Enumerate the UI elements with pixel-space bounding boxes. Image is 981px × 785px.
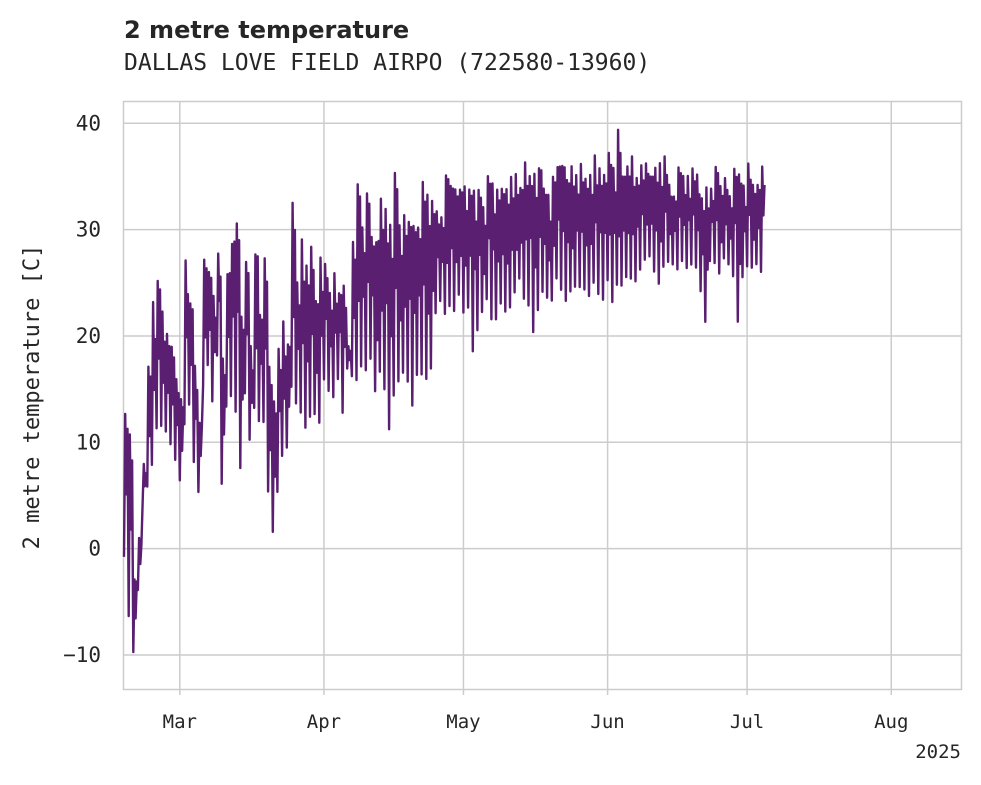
chart-subtitle: DALLAS LOVE FIELD AIRPO (722580-13960)	[124, 50, 651, 76]
series-layer	[122, 128, 766, 654]
x-tick-label: Aug	[874, 711, 908, 733]
y-tick-label: 10	[76, 430, 101, 454]
x-tick-label: May	[446, 711, 480, 733]
x-tick-label: Apr	[307, 711, 341, 733]
x-tick-label: Mar	[163, 711, 197, 733]
temperature-line	[122, 128, 766, 654]
y-axis: −10 0 10 20 30 40	[63, 111, 101, 667]
y-tick-label: 40	[76, 111, 101, 135]
y-axis-label: 2 metre temperature [C]	[20, 245, 45, 550]
y-tick-label: −10	[63, 643, 101, 667]
x-year-label: 2025	[915, 741, 961, 763]
x-tick-label: Jul	[730, 711, 764, 733]
plot-frame	[122, 100, 963, 691]
y-tick-label: 30	[76, 218, 101, 242]
y-tick-label: 20	[76, 324, 101, 348]
x-axis: Mar Apr May Jun Jul Aug	[163, 689, 908, 733]
x-tick-label: Jun	[590, 711, 624, 733]
y-tick-label: 0	[88, 537, 101, 561]
chart-title: 2 metre temperature	[124, 16, 410, 44]
